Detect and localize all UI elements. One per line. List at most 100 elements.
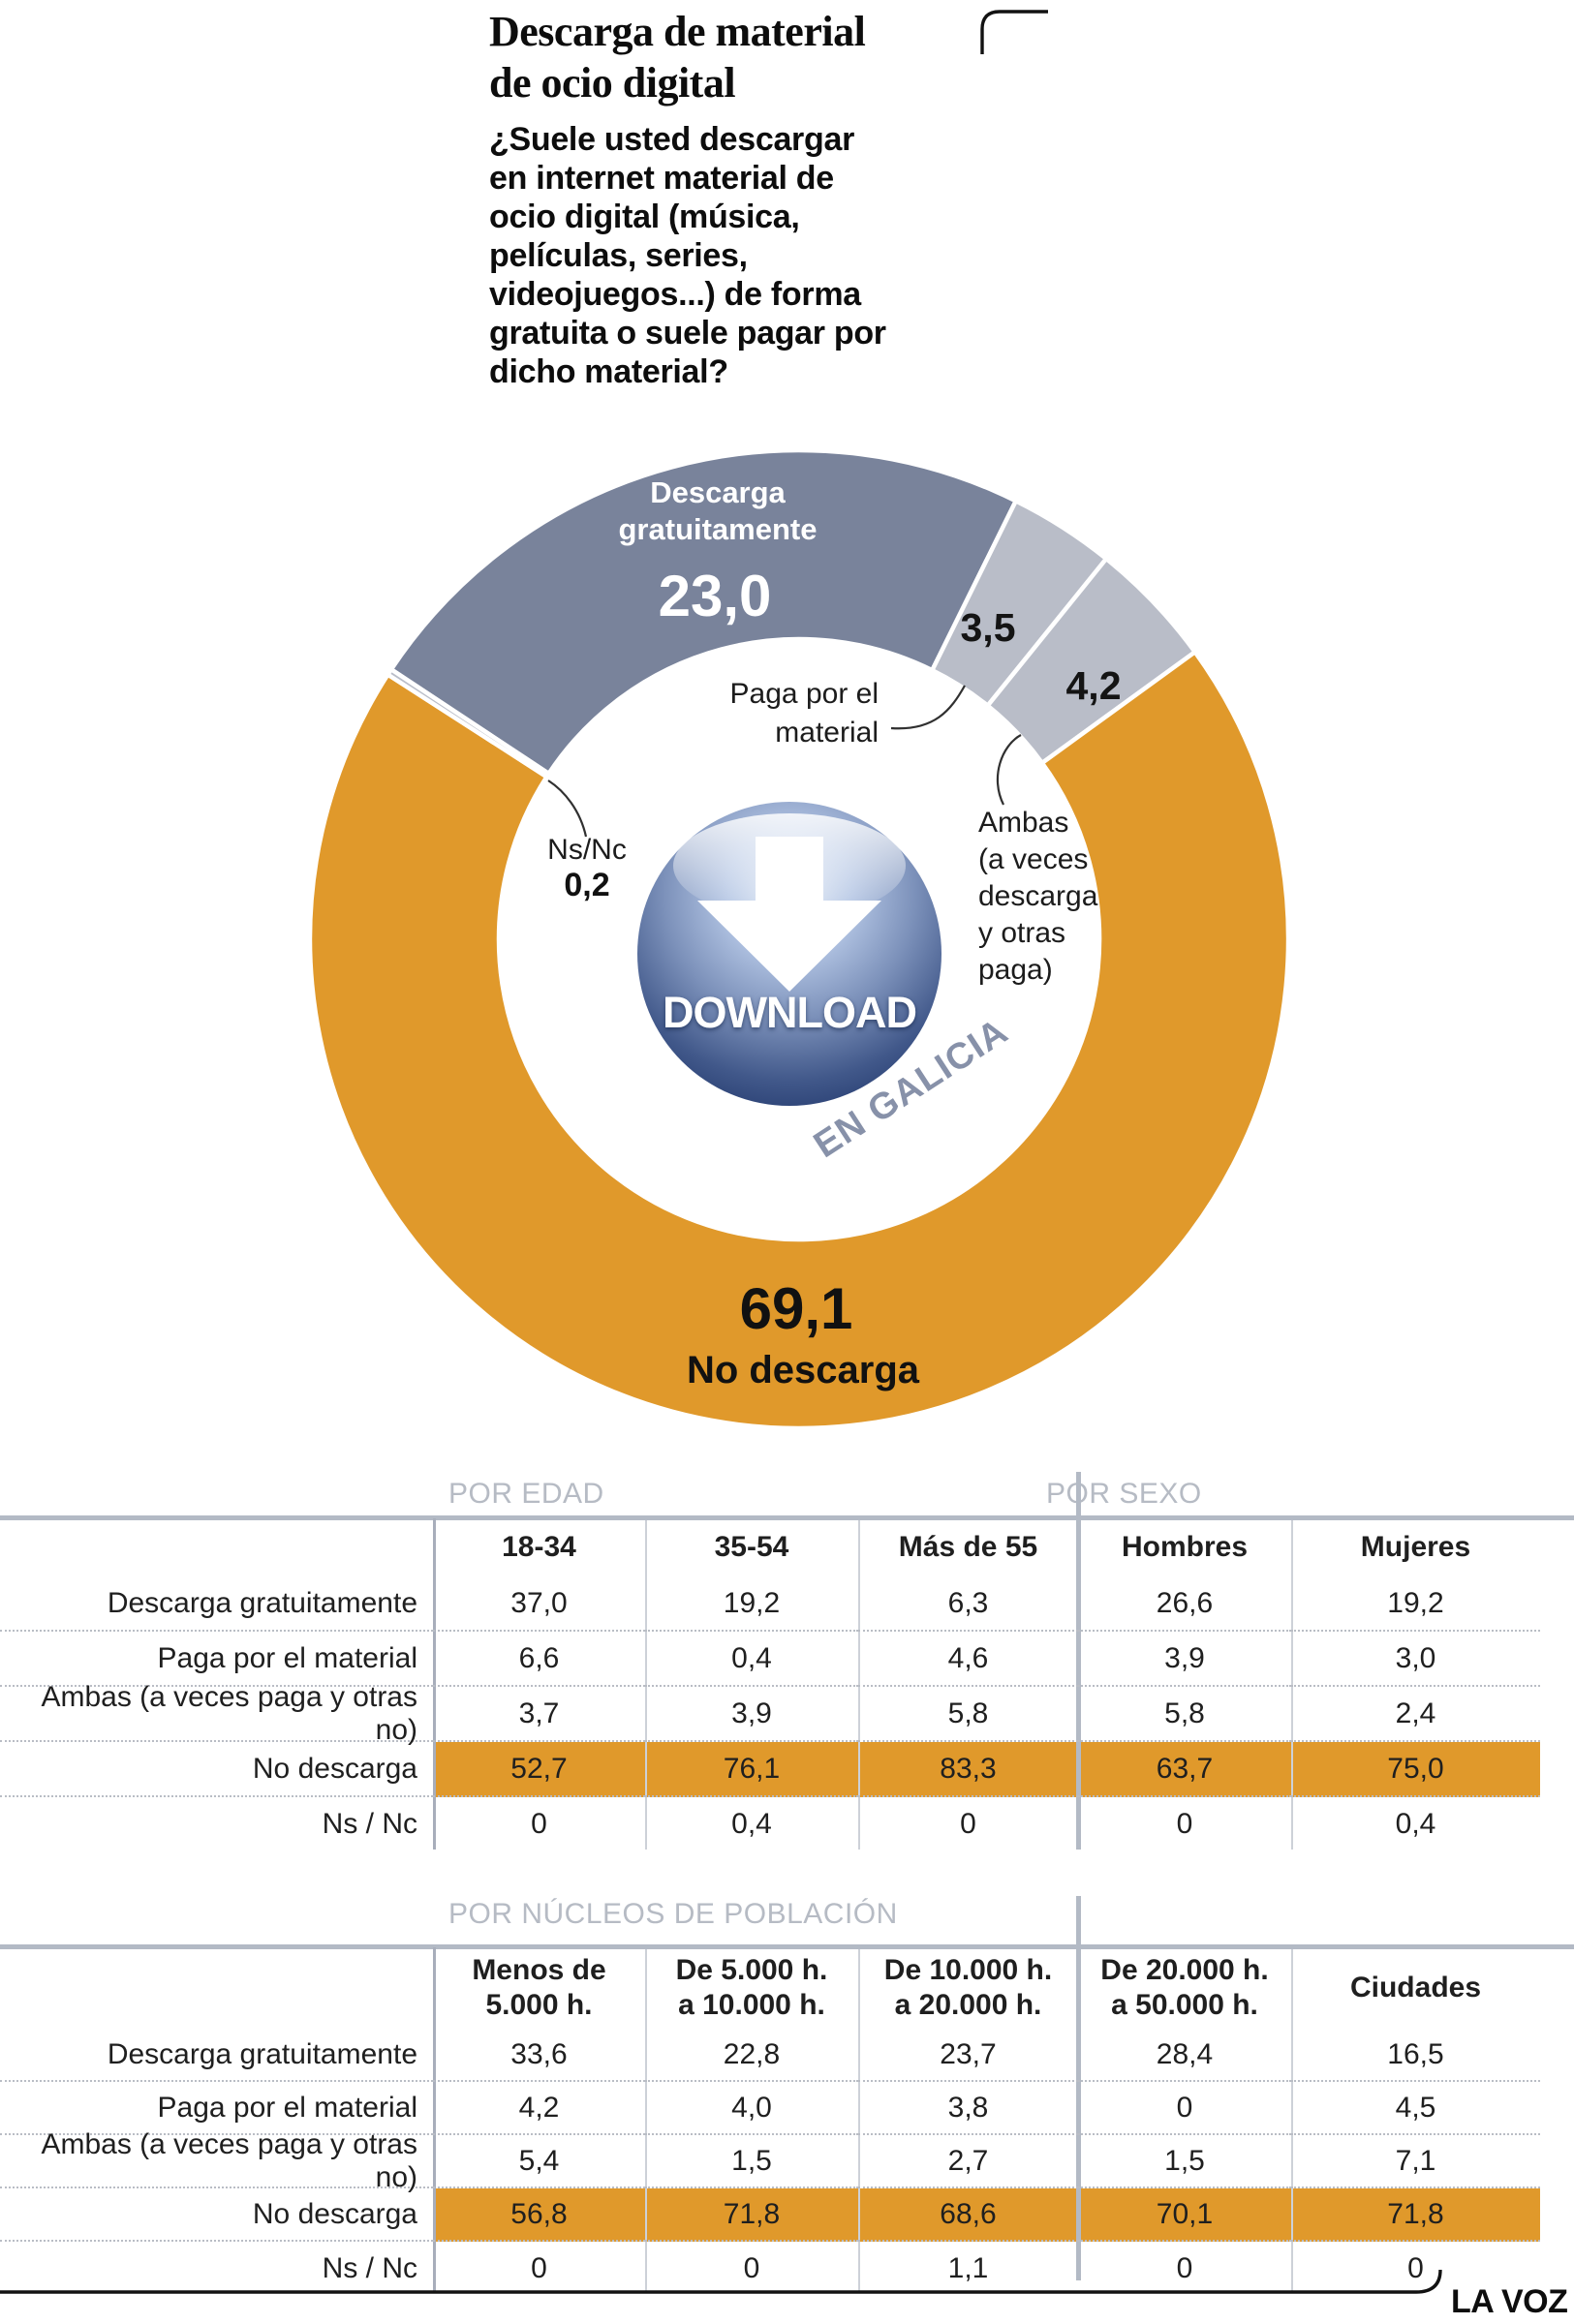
highlight-band xyxy=(433,1742,1540,1797)
column-header: 18-34 xyxy=(502,1531,576,1563)
table-cell: 2,4 xyxy=(1291,1687,1540,1742)
table-cell: 19,2 xyxy=(645,1576,858,1632)
column-header: De 10.000 h. a 20.000 h. xyxy=(883,1954,1053,2021)
column-header: 35-54 xyxy=(714,1531,789,1563)
slice-value-ambas: 4,2 xyxy=(1065,663,1122,708)
table-cell: 63,7 xyxy=(1078,1742,1291,1797)
slice-value-nsnc: 0,2 xyxy=(564,867,610,903)
section-divider-rule xyxy=(1076,1472,1081,1850)
row-label: Ambas (a veces paga y otras no) xyxy=(0,2128,433,2193)
column-header: Más de 55 xyxy=(898,1531,1038,1563)
page-title: Descarga de material de ocio digital xyxy=(489,8,866,107)
table-cell: 0 xyxy=(1176,2251,1193,2284)
row-label: Ns / Nc xyxy=(322,2251,417,2284)
table-cell: 5,8 xyxy=(1078,1687,1291,1742)
leader-lines xyxy=(547,685,1022,838)
table-cell: 68,6 xyxy=(858,2188,1078,2242)
table-cell: 76,1 xyxy=(645,1742,858,1797)
donut-chart: Descarga gratuitamente 23,0 3,5 Paga por… xyxy=(310,450,1288,1428)
table-cell: 0,4 xyxy=(731,1807,772,1840)
leader-nsnc xyxy=(547,780,588,838)
survey-question: ¿Suele usted descargar en internet mater… xyxy=(489,121,886,390)
table-cell: 1,5 xyxy=(1078,2135,1291,2188)
slice-value-paga: 3,5 xyxy=(960,605,1016,650)
row-label: Descarga gratuitamente xyxy=(0,1576,433,1632)
table-cell: 2,7 xyxy=(858,2135,1078,2188)
table-cell: 4,5 xyxy=(1291,2082,1540,2135)
table-cell: 83,3 xyxy=(858,1742,1078,1797)
table-cell: 16,5 xyxy=(1291,2029,1540,2082)
down-arrow-icon xyxy=(697,837,881,992)
corner-cell xyxy=(0,1947,433,2029)
table-cell: 5,4 xyxy=(433,2135,645,2188)
table-cell: 28,4 xyxy=(1078,2029,1291,2082)
table-cell: 23,7 xyxy=(858,2029,1078,2082)
section-divider-rule xyxy=(1076,1896,1081,2280)
table-cell: 0,4 xyxy=(1395,1807,1436,1840)
row-label: No descarga xyxy=(0,1742,433,1797)
table-top-rule xyxy=(0,1515,1574,1520)
table-cell: 0 xyxy=(960,1807,976,1840)
table-cell: 1,1 xyxy=(947,2251,989,2284)
table-cell: 0 xyxy=(1407,2251,1424,2284)
slice-value-no-descarga: 69,1 xyxy=(739,1276,853,1341)
highlight-band xyxy=(433,2188,1540,2242)
table-cell: 0 xyxy=(1078,2082,1291,2135)
table-cell: 37,0 xyxy=(433,1576,645,1632)
table-cell: 3,0 xyxy=(1291,1632,1540,1687)
row-label: Ns / Nc xyxy=(322,1807,417,1840)
table-cell: 3,9 xyxy=(1078,1632,1291,1687)
table-por-nucleos: POR NÚCLEOS DE POBLACIÓN Menos de 5.000 h… xyxy=(0,1896,1574,2297)
table-cell: 0 xyxy=(531,2251,547,2284)
donut-slices xyxy=(310,450,1288,1428)
table-cell: 7,1 xyxy=(1291,2135,1540,2188)
table-cell: 56,8 xyxy=(433,2188,645,2242)
column-rule xyxy=(645,1949,647,2291)
table-cell: 19,2 xyxy=(1291,1576,1540,1632)
row-label: Paga por el material xyxy=(0,1632,433,1687)
section-label: POR SEXO xyxy=(1046,1478,1202,1510)
download-label: DOWNLOAD xyxy=(663,988,917,1037)
label-column-rule xyxy=(433,1518,436,1850)
row-label: Paga por el material xyxy=(0,2082,433,2135)
table-cell: 5,8 xyxy=(858,1687,1078,1742)
table-cell: 0 xyxy=(1176,1807,1193,1840)
slice-label-nsnc: Ns/Nc xyxy=(547,834,627,866)
table-cell: 75,0 xyxy=(1291,1742,1540,1797)
table-grid: 18-34 35-54 Más de 55 Hombres Mujeres Descarg… xyxy=(0,1518,1540,1850)
table-cell: 22,8 xyxy=(645,2029,858,2082)
table-cell: 4,6 xyxy=(858,1632,1078,1687)
column-header: De 5.000 h. a 10.000 h. xyxy=(675,1954,828,2021)
table-cell: 52,7 xyxy=(433,1742,645,1797)
row-label: Ambas (a veces paga y otras no) xyxy=(0,1681,433,1746)
column-header: Ciudades xyxy=(1349,1972,1482,2003)
table-cell: 6,3 xyxy=(858,1576,1078,1632)
table-cell: 71,8 xyxy=(645,2188,858,2242)
table-cell: 6,6 xyxy=(433,1632,645,1687)
table-cell: 71,8 xyxy=(1291,2188,1540,2242)
table-cell: 0 xyxy=(531,1807,547,1840)
download-button-icon: DOWNLOAD xyxy=(637,802,941,1106)
column-header: Hombres xyxy=(1121,1531,1249,1563)
table-cell: 33,6 xyxy=(433,2029,645,2082)
row-label: Descarga gratuitamente xyxy=(0,2029,433,2082)
row-label: No descarga xyxy=(0,2188,433,2242)
table-cell: 4,0 xyxy=(645,2082,858,2135)
corner-bracket-icon xyxy=(980,10,1048,54)
table-top-rule xyxy=(0,1944,1574,1949)
slice-value-descarga-gratuitamente: 23,0 xyxy=(658,564,772,628)
brand-logo: LA VOZ xyxy=(1451,2283,1568,2320)
column-header: Menos de 5.000 h. xyxy=(472,1954,606,2021)
slice-label-no-descarga: No descarga xyxy=(686,1349,920,1391)
corner-cell xyxy=(0,1518,433,1576)
table-cell: 4,2 xyxy=(433,2082,645,2135)
table-grid: Menos de 5.000 h. De 5.000 h. a 10.000 h.… xyxy=(0,1947,1540,2295)
column-rule xyxy=(1291,1949,1293,2291)
label-column-rule xyxy=(433,1947,436,2291)
table-cell: 3,9 xyxy=(645,1687,858,1742)
donut-slice-4 xyxy=(385,666,552,780)
footer-bracket-icon xyxy=(0,2269,1442,2294)
column-header: De 20.000 h. a 50.000 h. xyxy=(1100,1954,1269,2021)
table-cell: 3,8 xyxy=(858,2082,1078,2135)
